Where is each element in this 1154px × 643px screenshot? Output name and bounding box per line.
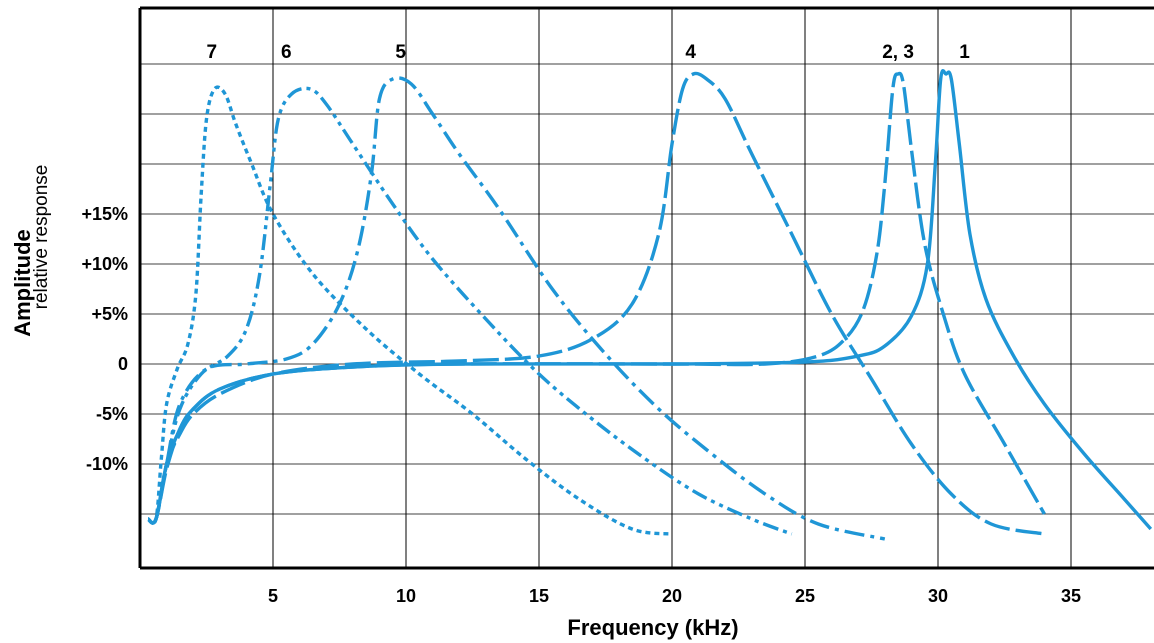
y-axis-subtitle-group: relative response bbox=[31, 165, 52, 310]
series-layer bbox=[147, 69, 1153, 541]
series-line-3 bbox=[147, 71, 1045, 536]
x-axis-title: Frequency (kHz) bbox=[567, 615, 738, 640]
y-tick-label: 0 bbox=[118, 354, 128, 374]
curve-label-2: 2, 3 bbox=[882, 42, 914, 63]
series-line-5 bbox=[147, 86, 793, 536]
x-tick-label: 15 bbox=[529, 586, 549, 606]
y-tick-label: +5% bbox=[91, 304, 128, 324]
series-line-1 bbox=[147, 69, 1153, 531]
y-tick-label: -5% bbox=[96, 404, 128, 424]
gridlines bbox=[140, 8, 1154, 568]
curve-labels: 1 2, 3 4 5 6 7 bbox=[207, 42, 971, 63]
y-axis-title-group: Amplitude bbox=[10, 229, 35, 337]
curve-label-5: 6 bbox=[281, 42, 292, 63]
x-tick-label: 30 bbox=[928, 586, 948, 606]
y-tick-label: +15% bbox=[81, 204, 128, 224]
x-tick-label: 5 bbox=[268, 586, 278, 606]
x-tick-label: 10 bbox=[396, 586, 416, 606]
x-tick-label: 35 bbox=[1061, 586, 1081, 606]
x-tick-labels: 5 10 15 20 25 30 35 bbox=[268, 586, 1081, 606]
y-tick-label: -10% bbox=[86, 454, 128, 474]
curve-label-6: 7 bbox=[207, 42, 218, 63]
x-tick-label: 20 bbox=[662, 586, 682, 606]
y-axis-title: Amplitude bbox=[10, 229, 35, 337]
x-tick-label: 25 bbox=[795, 586, 815, 606]
series-line-6 bbox=[147, 85, 673, 536]
curve-label-4: 5 bbox=[395, 42, 406, 63]
y-tick-labels: +15% +10% +5% 0 -5% -10% bbox=[81, 204, 128, 474]
plot-frame bbox=[138, 6, 1154, 570]
curve-label-1: 1 bbox=[959, 42, 970, 63]
y-tick-label: +10% bbox=[81, 254, 128, 274]
series-line-2 bbox=[147, 71, 1046, 525]
curve-label-3: 4 bbox=[685, 42, 696, 63]
y-axis-subtitle: relative response bbox=[31, 165, 52, 310]
series-line-4 bbox=[147, 76, 886, 541]
